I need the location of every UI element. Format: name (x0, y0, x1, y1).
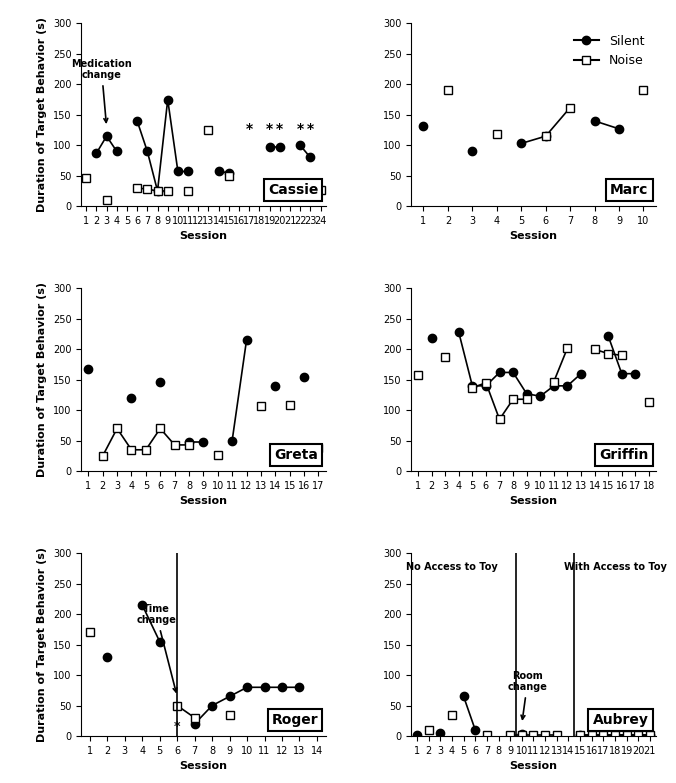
Noise (623, 730, 631, 739)
Noise (599, 730, 607, 739)
Noise (611, 730, 619, 739)
Text: *: * (174, 720, 180, 734)
Y-axis label: Duration of Target Behavior (s): Duration of Target Behavior (s) (37, 547, 47, 742)
Text: With Access to Toy: With Access to Toy (564, 562, 667, 572)
X-axis label: Session: Session (179, 232, 227, 241)
Noise (587, 730, 596, 739)
Legend: Silent, Noise: Silent, Noise (569, 30, 650, 72)
Text: Roger: Roger (272, 713, 318, 727)
Text: Griffin: Griffin (599, 448, 648, 462)
Line: Silent: Silent (576, 731, 654, 739)
Text: *: * (266, 122, 273, 135)
Silent (576, 730, 584, 739)
Text: Cassie: Cassie (268, 183, 318, 197)
Line: Noise: Noise (576, 731, 654, 739)
Text: Greta: Greta (274, 448, 318, 462)
Text: Room
change: Room change (508, 671, 548, 720)
Text: Marc: Marc (610, 183, 648, 197)
Silent (611, 730, 619, 739)
Silent (623, 730, 631, 739)
X-axis label: Session: Session (510, 761, 558, 771)
Text: No Access to Toy: No Access to Toy (406, 562, 498, 572)
Noise (646, 730, 654, 739)
Text: *: * (297, 122, 304, 135)
Text: *: * (307, 122, 314, 135)
X-axis label: Session: Session (510, 496, 558, 507)
Noise (576, 730, 584, 739)
X-axis label: Session: Session (510, 232, 558, 241)
Text: Aubrey: Aubrey (592, 713, 648, 727)
Text: *: * (245, 122, 253, 135)
X-axis label: Session: Session (179, 496, 227, 507)
Text: Medication
change: Medication change (71, 59, 132, 122)
Silent (646, 730, 654, 739)
Y-axis label: Duration of Target Behavior (s): Duration of Target Behavior (s) (37, 17, 47, 212)
Text: *: * (276, 122, 283, 135)
Silent (587, 730, 596, 739)
Silent (599, 730, 607, 739)
X-axis label: Session: Session (179, 761, 227, 771)
Y-axis label: Duration of Target Behavior (s): Duration of Target Behavior (s) (37, 282, 47, 478)
Noise (634, 730, 642, 739)
Text: Time
change: Time change (137, 604, 177, 692)
Silent (634, 730, 642, 739)
